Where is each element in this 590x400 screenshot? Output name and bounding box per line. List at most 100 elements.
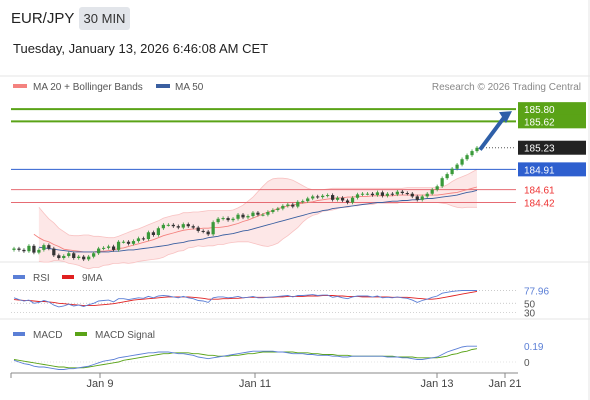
candle-body [445,174,449,179]
candle-body [385,193,390,196]
candle-body [331,195,335,200]
level-label-resistance: 185.80 [524,105,555,116]
candle-body [415,196,419,200]
price-candles [12,146,479,262]
legend-macd-signal-label: MACD Signal [95,330,155,341]
candle-body [111,246,116,250]
candle-body [136,238,141,242]
level-tag-pivot [518,162,586,177]
candle-body [440,178,444,187]
candle-body [350,197,355,203]
candle-body [365,193,370,195]
x-axis-tick-label: Jan 11 [239,378,271,390]
candle-body [97,248,101,254]
legend-macd-swatch [13,332,25,336]
candle-body [206,231,210,235]
candle-body [256,212,260,215]
candle-body [430,189,434,194]
level-tag-last [518,140,586,155]
candle-body [216,218,220,223]
candle-body [116,241,121,250]
candle-body [390,193,394,195]
x-axis-tick-label: Jan 21 [488,378,521,390]
candle-body [251,212,255,217]
candle-body [475,147,479,152]
candle-body [32,245,36,253]
level-label-resistance: 185.62 [524,117,555,128]
candle-body [311,196,315,199]
forecast-arrow [478,111,512,151]
instrument-title: EUR/JPY [11,10,75,27]
candle-body [196,227,200,231]
candle-body [101,247,106,249]
level-label-support: 184.61 [524,186,555,197]
rsi-line [13,290,477,308]
candle-body [360,193,365,195]
candle-body [211,222,215,235]
candle-body [301,201,305,203]
x-axis: Jan 9 Jan 11 Jan 13 Jan 21 [10,373,522,390]
candle-body [340,197,345,201]
candle-body [17,248,21,250]
forecast-arrow-head [499,111,512,124]
candle-body [470,151,474,156]
candle-body [286,204,290,206]
chart-header: EUR/JPY 30 MIN Tuesday, January 13, 2026… [0,0,590,76]
candle-body [435,186,439,190]
candle-body [345,200,350,203]
macd-panel: 0.19 0 [11,342,544,370]
candle-body [42,245,46,250]
legend-rsi-label: RSI [33,273,50,284]
level-label-last: 185.23 [524,144,555,155]
candle-body [166,224,170,226]
candle-body [156,228,160,235]
candle-body [221,218,225,220]
candle-body [87,256,91,260]
candle-body [266,211,270,215]
candle-body [246,216,250,218]
candle-body [131,241,136,244]
candle-body [161,224,165,229]
rsi-tick-label: 50 [524,299,536,310]
candle-body [121,241,126,243]
candle-body [52,248,56,256]
candle-body [276,208,280,210]
macd-line [13,345,477,370]
timeframe-badge[interactable]: 30 MIN [79,7,130,30]
macd-tick-label: 0.19 [524,342,544,353]
candle-body [370,193,375,196]
candle-body [92,253,96,257]
candle-body [261,214,265,216]
candle-body [400,191,404,194]
candle-body [181,224,185,228]
candle-body [380,192,385,196]
candle-body [425,193,429,197]
legend-bollinger-label: MA 20 + Bollinger Bands [33,82,143,93]
legend-rsi-ma-swatch [62,275,74,279]
candle-body [72,253,76,258]
candle-body [27,245,31,252]
candle-body [141,238,146,240]
ma20-line [33,186,478,253]
legend-rsi-ma-label: 9MA [82,273,103,284]
timestamp: Tuesday, January 13, 2026 6:46:08 AM CET [13,41,269,56]
candle-body [12,248,16,250]
candle-body [326,195,330,197]
candle-body [37,249,41,253]
candle-body [22,249,26,252]
legend-ma50-label: MA 50 [175,82,204,93]
candle-body [241,214,245,218]
candle-body [106,246,111,248]
x-axis-tick-label: Jan 9 [87,378,114,390]
rsi-tick-label: 30 [524,308,536,319]
candle-body [321,195,325,198]
candle-body [355,194,360,198]
level-label-pivot: 184.91 [524,165,555,176]
legend-rsi-swatch [13,275,25,279]
candle-body [291,204,295,207]
candle-body [82,256,86,260]
candle-body [420,196,424,200]
level-label-support: 184.42 [524,199,555,210]
